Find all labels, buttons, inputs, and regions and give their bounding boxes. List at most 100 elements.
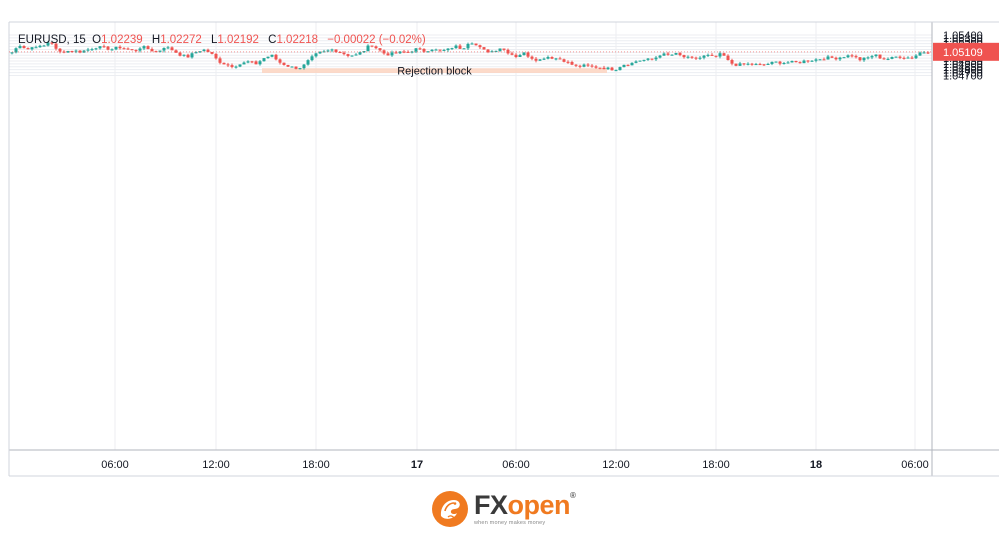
candle-body bbox=[214, 53, 218, 59]
open-label: O bbox=[92, 34, 102, 46]
candle-body bbox=[118, 46, 122, 49]
candle-body bbox=[262, 58, 266, 62]
candle-body bbox=[842, 57, 846, 59]
candle-body bbox=[354, 54, 358, 56]
candle-body bbox=[810, 60, 814, 62]
candle-body bbox=[54, 43, 58, 49]
price-tick-label: 1.04750 bbox=[943, 68, 983, 80]
candle-body bbox=[530, 56, 534, 59]
candle-body bbox=[110, 49, 114, 51]
candle-body bbox=[902, 57, 906, 59]
candle-body bbox=[686, 56, 690, 58]
candle-body bbox=[174, 50, 178, 53]
candle-body bbox=[586, 64, 590, 66]
candle-body bbox=[202, 49, 206, 52]
candle-body bbox=[646, 58, 650, 60]
time-tick-label: 12:00 bbox=[602, 459, 630, 471]
candle-body bbox=[414, 48, 418, 52]
candle-body bbox=[398, 51, 402, 54]
candle-body bbox=[638, 60, 642, 62]
candle-body bbox=[170, 47, 174, 51]
candle-body bbox=[122, 48, 126, 50]
candle-body bbox=[670, 54, 674, 56]
candle-body bbox=[910, 57, 914, 59]
current-price-bg bbox=[933, 42, 999, 61]
candle-body bbox=[890, 57, 894, 59]
candle-body bbox=[718, 53, 722, 57]
candle-body bbox=[570, 62, 574, 65]
candle-body bbox=[674, 53, 678, 55]
candle-body bbox=[510, 53, 514, 55]
candle-body bbox=[442, 50, 446, 52]
candle-body bbox=[446, 48, 450, 51]
candle-body bbox=[758, 64, 762, 66]
rejection-block-label: Rejection block bbox=[397, 66, 472, 78]
candle-body bbox=[690, 56, 694, 58]
candle-body bbox=[78, 50, 82, 53]
candle-body bbox=[46, 42, 50, 46]
candle-body bbox=[458, 45, 462, 49]
candle-body bbox=[726, 55, 730, 61]
candle-body bbox=[98, 46, 102, 49]
candle-body bbox=[286, 64, 290, 67]
candle-body bbox=[662, 53, 666, 56]
candle-body bbox=[10, 52, 14, 54]
candle-body bbox=[542, 58, 546, 60]
candle-body bbox=[750, 63, 754, 65]
price-tick-label: 1.05400 bbox=[943, 30, 983, 42]
time-axis: 06:00 12:00 18:00 17 06:00 12:00 18:00 18 06:00 bbox=[101, 459, 929, 471]
candle-body bbox=[682, 55, 686, 58]
candle-body bbox=[282, 62, 286, 65]
candle-body bbox=[610, 67, 614, 71]
candle-body bbox=[786, 62, 790, 64]
candle-body bbox=[678, 53, 682, 56]
time-tick-label: 12:00 bbox=[202, 459, 230, 471]
candle-body bbox=[250, 61, 254, 63]
candle-body bbox=[558, 58, 562, 60]
candle-body bbox=[418, 48, 422, 50]
candle-body bbox=[906, 57, 910, 59]
candle-body bbox=[794, 60, 798, 63]
candle-body bbox=[242, 62, 246, 65]
grid bbox=[9, 22, 932, 450]
candle-body bbox=[534, 58, 538, 61]
candle-body bbox=[222, 62, 226, 65]
candle-body bbox=[514, 54, 518, 57]
candle-body bbox=[22, 46, 26, 49]
close-label: C bbox=[268, 34, 277, 46]
candles bbox=[10, 41, 930, 72]
candle-body bbox=[618, 67, 622, 71]
candle-body bbox=[778, 61, 782, 64]
candle-body bbox=[734, 63, 738, 66]
candle-body bbox=[730, 60, 734, 64]
candle-body bbox=[658, 55, 662, 58]
low-label: L bbox=[210, 34, 218, 46]
candle-body bbox=[538, 59, 542, 61]
candle-body bbox=[310, 56, 314, 61]
candle-body bbox=[854, 56, 858, 58]
candle-body bbox=[602, 67, 606, 70]
candle-body bbox=[326, 50, 330, 52]
change-value: −0.00022 (−0.02%) bbox=[327, 34, 426, 46]
candle-body bbox=[714, 55, 718, 57]
candle-body bbox=[134, 50, 138, 52]
candle-body bbox=[138, 48, 142, 51]
candle-body bbox=[818, 59, 822, 61]
candle-body bbox=[178, 52, 182, 56]
candle-body bbox=[158, 50, 162, 52]
symbol-label: EURUSD, 15 bbox=[18, 34, 86, 46]
candle-body bbox=[626, 64, 630, 66]
candle-body bbox=[918, 52, 922, 56]
candle-body bbox=[926, 52, 930, 54]
candle-body bbox=[342, 52, 346, 55]
candle-body bbox=[474, 43, 478, 46]
candle-body bbox=[826, 56, 830, 60]
candle-body bbox=[258, 61, 262, 65]
current-price-label: 1.05109 bbox=[943, 47, 983, 59]
candle-body bbox=[774, 61, 778, 63]
candle-body bbox=[822, 59, 826, 61]
candle-body bbox=[330, 49, 334, 51]
candle-body bbox=[878, 54, 882, 59]
candle-body bbox=[246, 61, 250, 63]
rejection-block-zone bbox=[262, 68, 607, 73]
